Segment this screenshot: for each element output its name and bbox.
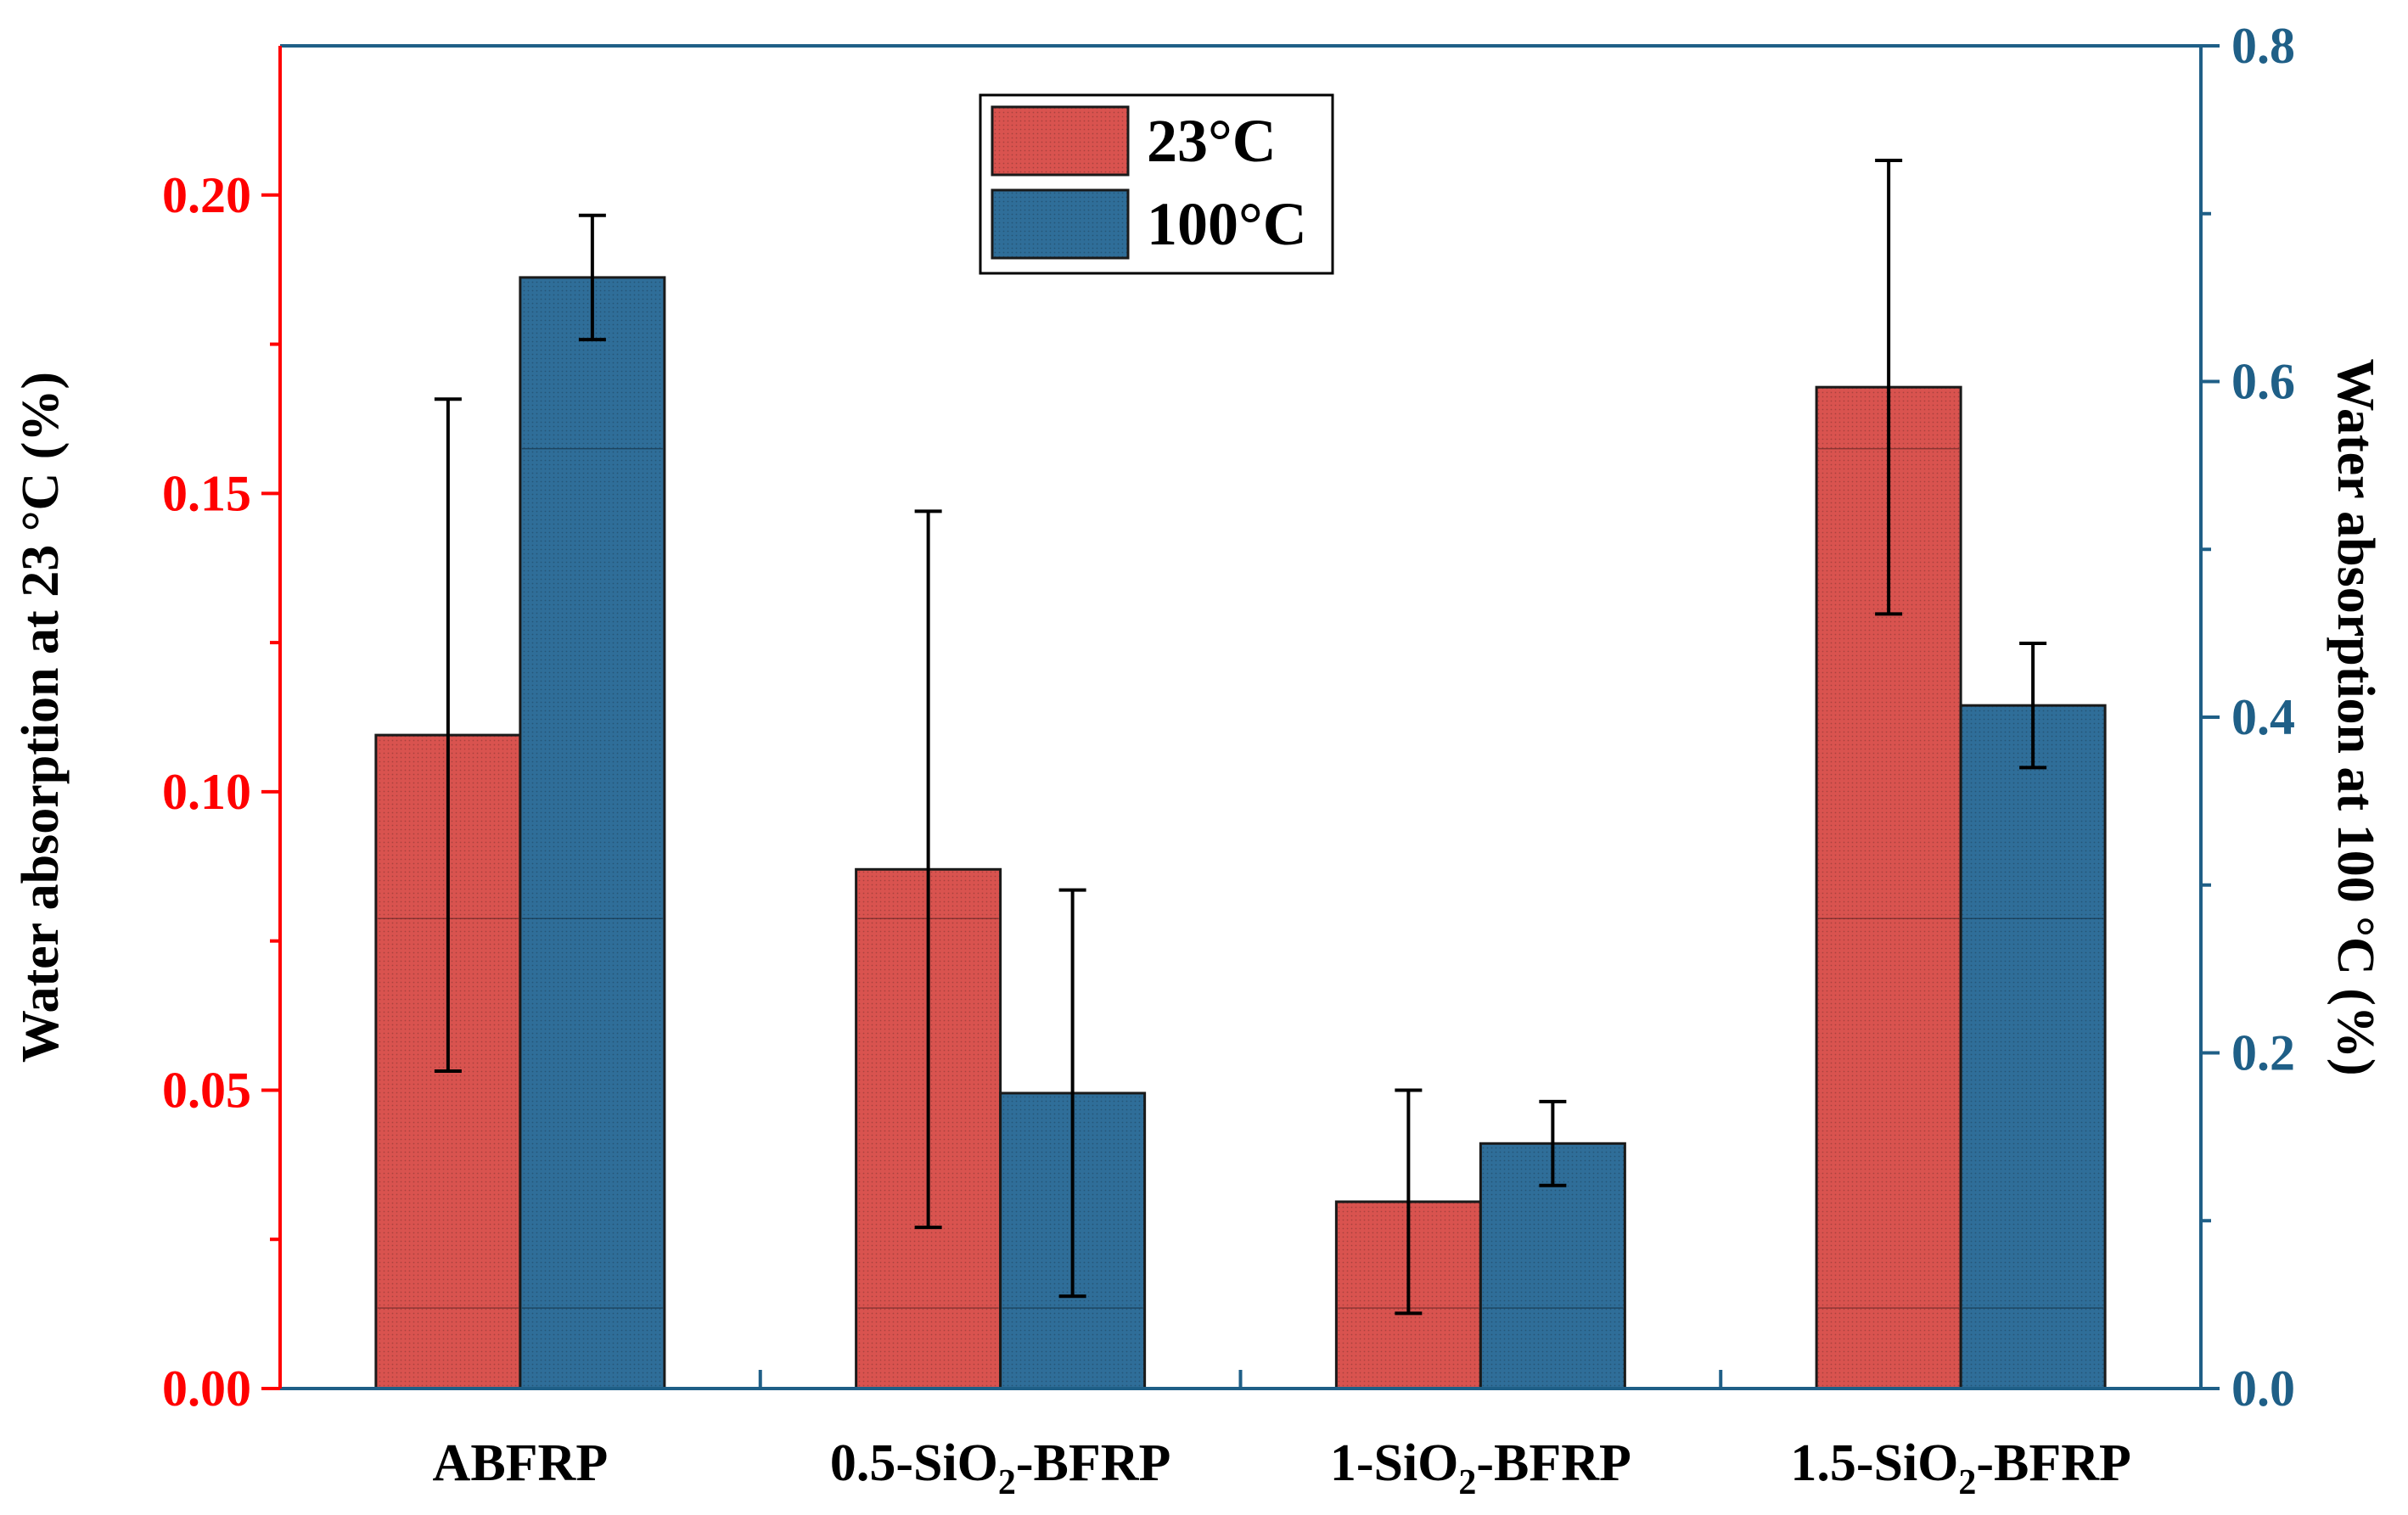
y-right-tick-label-0: 0.0 bbox=[2231, 1361, 2295, 1417]
y-left-tick-label-1: 0.05 bbox=[162, 1062, 251, 1118]
y-right-tick-label-3: 0.6 bbox=[2231, 354, 2295, 410]
bar-right-3 bbox=[1959, 704, 2107, 1390]
x-tick-label-3: 1.5-SiO2-BFRP bbox=[1790, 1434, 2131, 1502]
x-tick-label-0: ABFRP bbox=[433, 1434, 609, 1492]
y-left-tick-label-3: 0.15 bbox=[162, 465, 251, 521]
y-right-axis-title: Water absorption at 100 °C (%) bbox=[2327, 358, 2384, 1075]
bar-right-0 bbox=[519, 276, 666, 1390]
x-tick-label-1: 0.5-SiO2-BFRP bbox=[830, 1434, 1171, 1502]
legend-swatch-0 bbox=[991, 105, 1130, 177]
y-left-tick-label-2: 0.10 bbox=[162, 764, 251, 820]
y-left-tick-label-4: 0.20 bbox=[162, 167, 251, 223]
x-tick-label-2: 1-SiO2-BFRP bbox=[1330, 1434, 1631, 1502]
y-left-axis-title: Water absorption at 23 °C (%) bbox=[12, 372, 70, 1063]
y-right-tick-label-4: 0.8 bbox=[2231, 18, 2295, 74]
y-right-tick-label-2: 0.4 bbox=[2231, 689, 2295, 745]
legend: 23°C 100°C bbox=[979, 93, 1334, 275]
legend-label-1: 100°C bbox=[1147, 190, 1307, 258]
legend-swatch-1 bbox=[991, 188, 1130, 260]
legend-label-0: 23°C bbox=[1147, 107, 1277, 175]
y-left-tick-label-0: 0.00 bbox=[162, 1361, 251, 1417]
y-right-tick-label-1: 0.2 bbox=[2231, 1025, 2295, 1081]
